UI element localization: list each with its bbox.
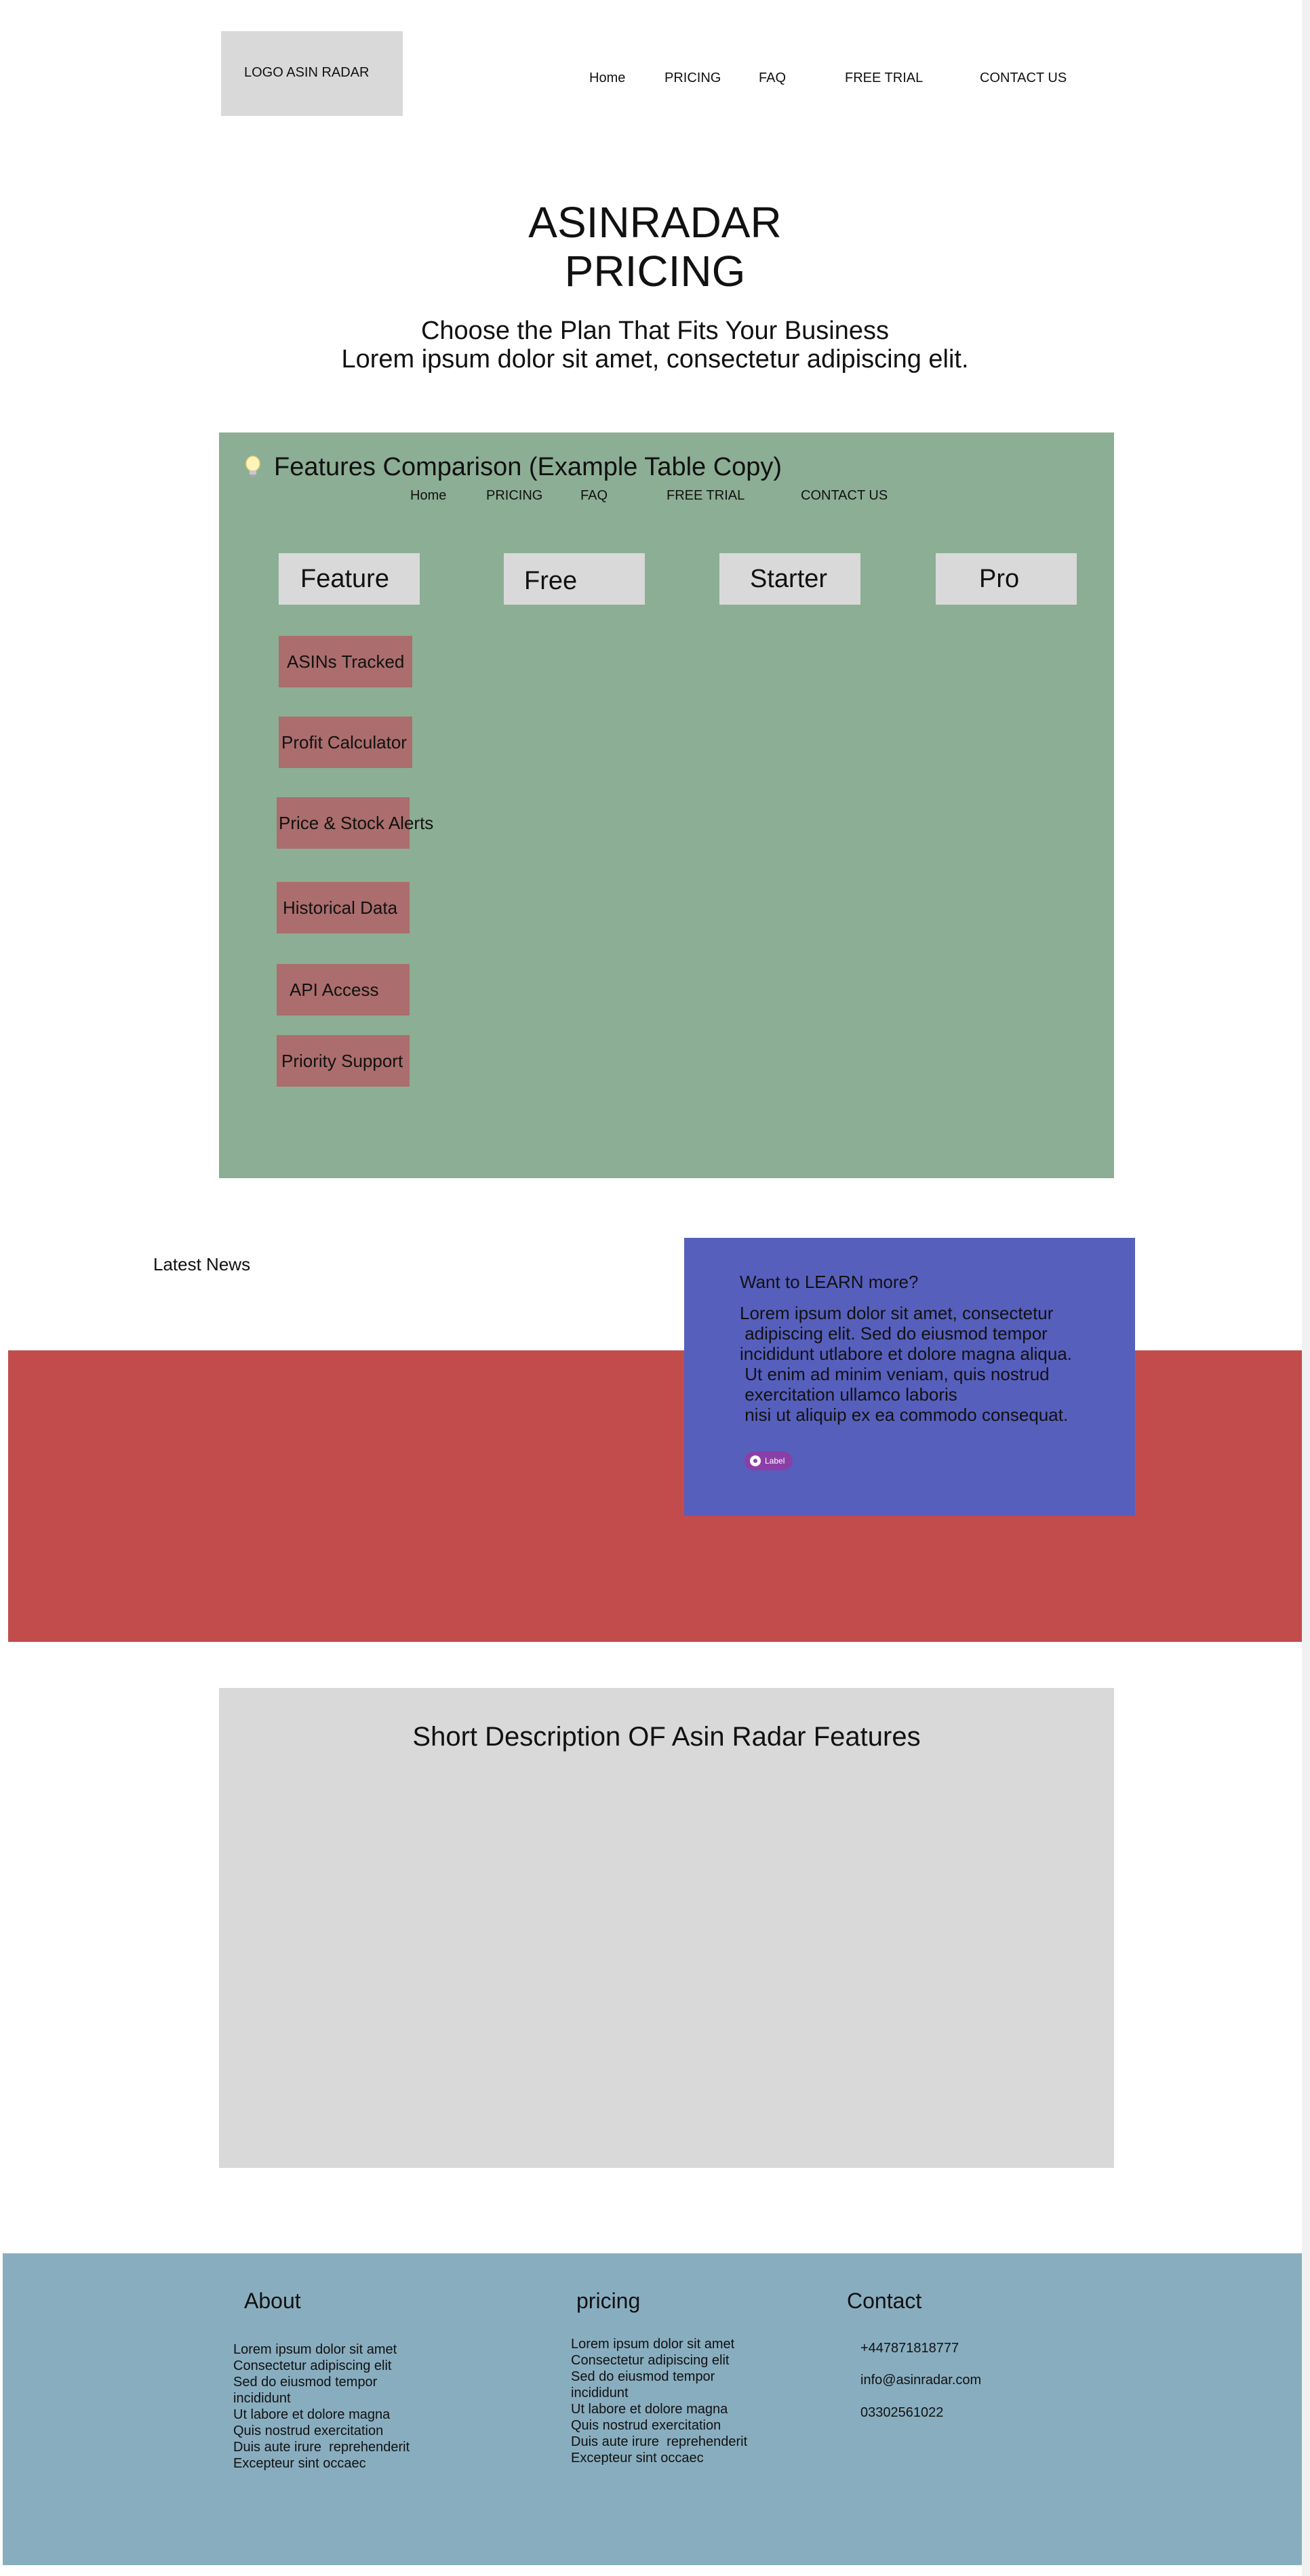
nav-faq[interactable]: FAQ: [759, 71, 787, 85]
lightbulb-icon: [245, 456, 260, 477]
column-header-feature: Feature: [279, 553, 420, 605]
feature-historical-data: Historical Data: [277, 882, 410, 933]
hero-subtitle-line1: Choose the Plan That Fits Your Business: [420, 317, 890, 345]
feature-priority-support: Priority Support: [277, 1035, 410, 1087]
feature-profit-calculator: Profit Calculator: [279, 717, 412, 768]
scrollbar-track[interactable]: [1302, 0, 1310, 2576]
comparison-title: Features Comparison (Example Table Copy): [274, 453, 782, 481]
footer-about-heading: About: [244, 2289, 301, 2313]
learn-more-body: Lorem ipsum dolor sit amet, consectetur …: [740, 1303, 1073, 1425]
description-section: [219, 1688, 1114, 2168]
latest-news-heading: Latest News: [153, 1254, 251, 1274]
footer-contact-heading: Contact: [847, 2289, 922, 2313]
footer-about-text: Lorem ipsum dolor sit amet Consectetur a…: [233, 2342, 410, 2471]
footer-phone-2[interactable]: 03302561022: [860, 2405, 944, 2420]
logo-text: LOGO ASIN RADAR: [244, 65, 370, 80]
column-header-free: Free: [504, 553, 645, 605]
learn-more-button-label: Label: [765, 1456, 785, 1466]
hero-title-line2: PRICING: [564, 247, 746, 296]
inner-nav-faq[interactable]: FAQ: [580, 488, 608, 503]
inner-nav-free-trial[interactable]: FREE TRIAL: [667, 488, 745, 503]
nav-pricing[interactable]: PRICING: [664, 71, 721, 85]
footer-phone[interactable]: +447871818777: [860, 2341, 959, 2356]
nav-contact-us[interactable]: CONTACT US: [980, 71, 1067, 85]
hero-title-line1: ASINRADAR: [528, 198, 782, 247]
learn-more-title: Want to LEARN more?: [740, 1272, 919, 1292]
footer-pricing-text: Lorem ipsum dolor sit amet Consectetur a…: [571, 2337, 748, 2466]
logo-placeholder[interactable]: [221, 31, 403, 116]
plus-circle-icon: [750, 1455, 761, 1466]
column-header-pro: Pro: [936, 553, 1077, 605]
learn-more-button[interactable]: Label: [745, 1451, 793, 1470]
description-title: Short Description OF Asin Radar Features: [412, 1722, 921, 1752]
inner-nav-contact-us[interactable]: CONTACT US: [801, 488, 888, 503]
footer: [3, 2253, 1305, 2565]
nav-free-trial[interactable]: FREE TRIAL: [845, 71, 924, 85]
hero-subtitle-line2: Lorem ipsum dolor sit amet, consectetur …: [341, 345, 969, 374]
feature-asins-tracked: ASINs Tracked: [279, 636, 412, 687]
footer-pricing-heading: pricing: [576, 2289, 641, 2313]
feature-api-access: API Access: [277, 964, 410, 1015]
inner-nav-pricing[interactable]: PRICING: [486, 488, 543, 503]
inner-nav-home[interactable]: Home: [410, 488, 447, 503]
feature-price-stock-alerts: Price & Stock Alerts: [277, 797, 433, 849]
footer-email[interactable]: info@asinradar.com: [860, 2373, 982, 2388]
column-header-starter: Starter: [719, 553, 860, 605]
nav-home[interactable]: Home: [589, 71, 626, 85]
